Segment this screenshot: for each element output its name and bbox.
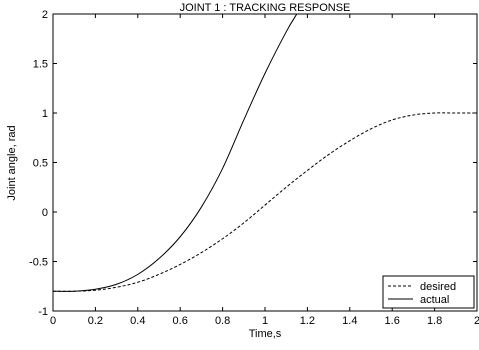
x-tick-label: 0.6 [173, 315, 188, 327]
x-tick-label: 1.2 [300, 315, 315, 327]
y-tick-label: -0.5 [29, 257, 48, 269]
y-tick-label: 2 [42, 9, 48, 21]
x-tick-label: 1.6 [385, 315, 400, 327]
y-tick-label: 1 [42, 108, 48, 120]
chart-title: JOINT 1 : TRACKING RESPONSE [180, 2, 351, 14]
axes: 0 0.2 0.4 0.6 0.8 1 1.2 1.4 1.6 1.8 2 -1 -0.5 0 0.5 1 1.… [29, 9, 479, 327]
series-line-actual [53, 14, 298, 292]
y-tick-label: -1 [38, 306, 48, 318]
x-tick-label: 0.8 [215, 315, 230, 327]
x-tick-label: 1 [262, 315, 268, 327]
series-layer [53, 14, 477, 292]
y-tick-label: 0.5 [33, 158, 48, 170]
legend-label-desired: desired [420, 281, 456, 293]
x-tick-label: 2 [474, 315, 479, 327]
y-axis-label: Joint angle, rad [6, 125, 18, 200]
x-tick-label: 1.8 [427, 315, 442, 327]
y-tick-label: 0 [42, 207, 48, 219]
series-line-desired [53, 112, 477, 292]
x-tick-label: 0.2 [88, 315, 103, 327]
x-tick-label: 0 [50, 315, 56, 327]
legend-label-actual: actual [420, 294, 449, 306]
y-tick-label: 1.5 [33, 59, 48, 71]
legend-box [382, 275, 475, 309]
x-tick-label: 0.4 [130, 315, 145, 327]
x-axis-label: Time,s [249, 328, 282, 340]
x-tick-label: 1.4 [342, 315, 357, 327]
